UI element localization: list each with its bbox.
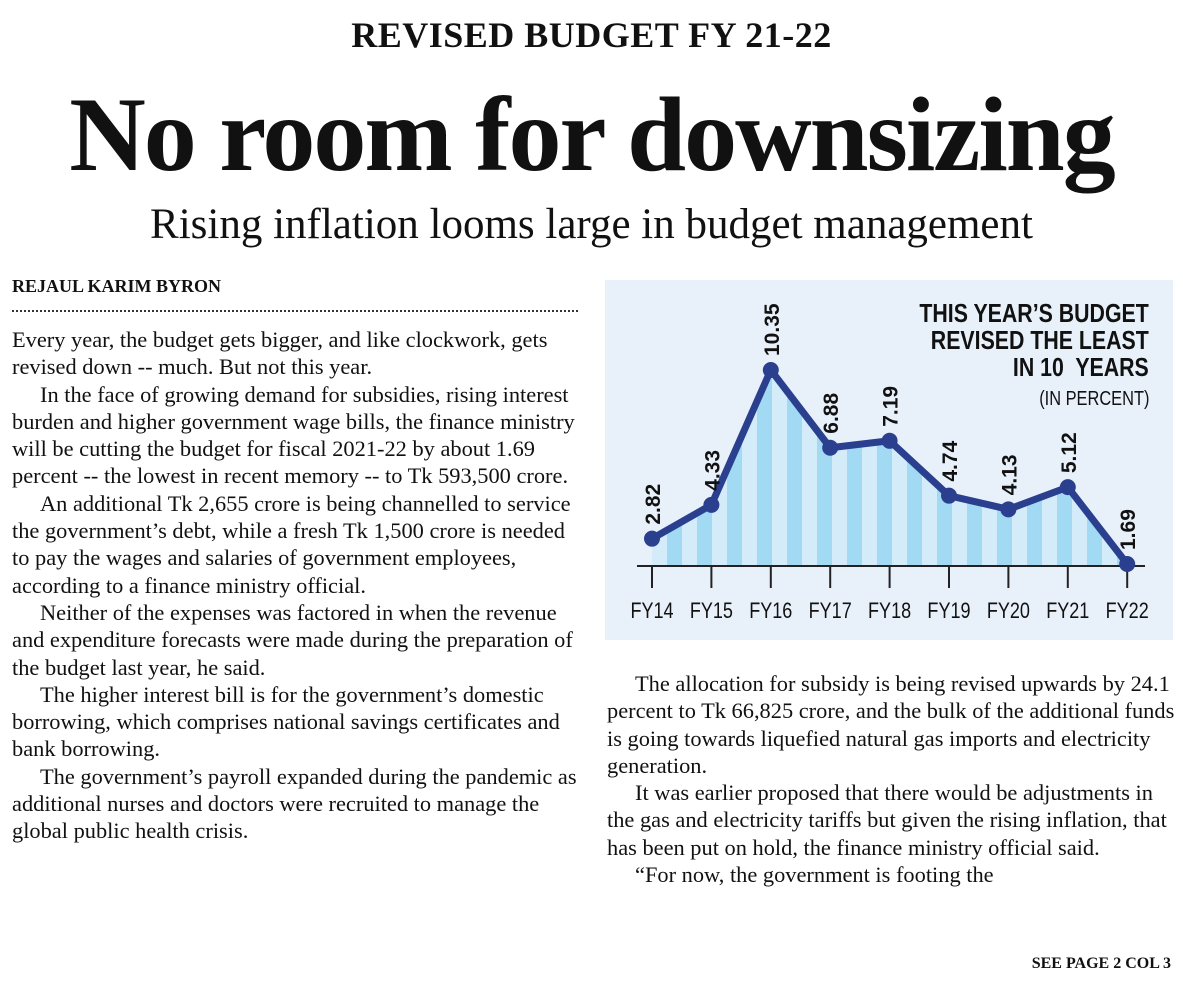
paragraph: In the face of growing demand for subsid…	[12, 381, 575, 489]
area-stripe	[772, 370, 788, 566]
area-stripe	[712, 370, 728, 566]
data-point	[822, 439, 839, 456]
headline: No room for downsizing	[69, 76, 1116, 193]
x-tick-label: FY21	[1046, 599, 1089, 623]
deck: Rising inflation looms large in budget m…	[150, 201, 1033, 248]
x-tick-label: FY14	[630, 599, 673, 623]
kicker: REVISED BUDGET FY 21-22	[351, 15, 832, 55]
right-column: The allocation for subsidy is being revi…	[607, 670, 1175, 888]
data-point	[941, 487, 957, 504]
left-column: Every year, the budget gets bigger, and …	[12, 326, 580, 845]
area-stripe	[727, 370, 743, 566]
data-label: 7.19	[880, 386, 903, 427]
data-label: 1.69	[1117, 509, 1140, 550]
paragraph: The higher interest bill is for the gove…	[12, 681, 560, 762]
x-tick-label: FY20	[987, 599, 1030, 623]
x-tick-label: FY15	[690, 599, 733, 623]
data-label: 4.74	[939, 440, 962, 481]
x-tick-label: FY16	[749, 599, 792, 623]
byline: REJAUL KARIM BYRON	[12, 276, 222, 296]
data-label: 5.12	[1058, 432, 1081, 473]
data-point	[1119, 555, 1136, 572]
chart-svg: FY14 FY15 FY16 FY17 FY18 FY19 FY20 FY21 FY22 2.82…	[630, 303, 1149, 623]
paragraph: “For now, the government is footing the	[635, 862, 994, 888]
data-point	[762, 362, 779, 378]
data-point	[1000, 501, 1017, 518]
data-point	[881, 432, 898, 449]
byline-divider	[12, 310, 578, 312]
chart-subtitle: (IN PERCENT)	[1038, 388, 1149, 410]
x-tick-label: FY18	[868, 599, 911, 623]
paragraph: Neither of the expenses was factored in …	[12, 599, 573, 680]
data-label: 10.35	[761, 303, 784, 356]
data-label: 6.88	[820, 393, 843, 434]
data-point	[703, 496, 720, 513]
chart-title: THIS YEAR’S BUDGET REVISED THE LEAST IN …	[920, 300, 1149, 381]
paragraph: An additional Tk 2,655 crore is being ch…	[12, 490, 571, 598]
area-stripe	[847, 370, 863, 566]
chart: FY14 FY15 FY16 FY17 FY18 FY19 FY20 FY21 FY22 2.82…	[605, 280, 1173, 640]
paragraph: The allocation for subsidy is being revi…	[607, 671, 1175, 778]
area-stripe	[787, 370, 803, 566]
data-point	[1059, 479, 1076, 496]
chart-title-line: REVISED THE LEAST	[931, 325, 1149, 355]
area-stripe	[862, 370, 878, 566]
paragraph: Every year, the budget gets bigger, and …	[12, 327, 548, 380]
paragraph: The government’s payroll expanded during…	[12, 763, 577, 844]
data-point	[644, 530, 660, 547]
chart-title-line: IN 10 YEARS	[1013, 352, 1149, 382]
data-label: 4.33	[701, 450, 724, 491]
x-tick-label: FY17	[809, 599, 852, 623]
area-stripe	[697, 370, 713, 566]
paragraph: It was earlier proposed that there would…	[607, 780, 1167, 860]
x-tick-label: FY22	[1106, 599, 1149, 623]
data-label: 2.82	[642, 484, 665, 525]
data-label: 4.13	[998, 454, 1021, 495]
chart-title-line: THIS YEAR’S BUDGET	[919, 298, 1149, 328]
x-tick-label: FY19	[927, 599, 970, 623]
continuation-note: SEE PAGE 2 COL 3	[1031, 955, 1171, 972]
area-stripe	[757, 370, 773, 566]
